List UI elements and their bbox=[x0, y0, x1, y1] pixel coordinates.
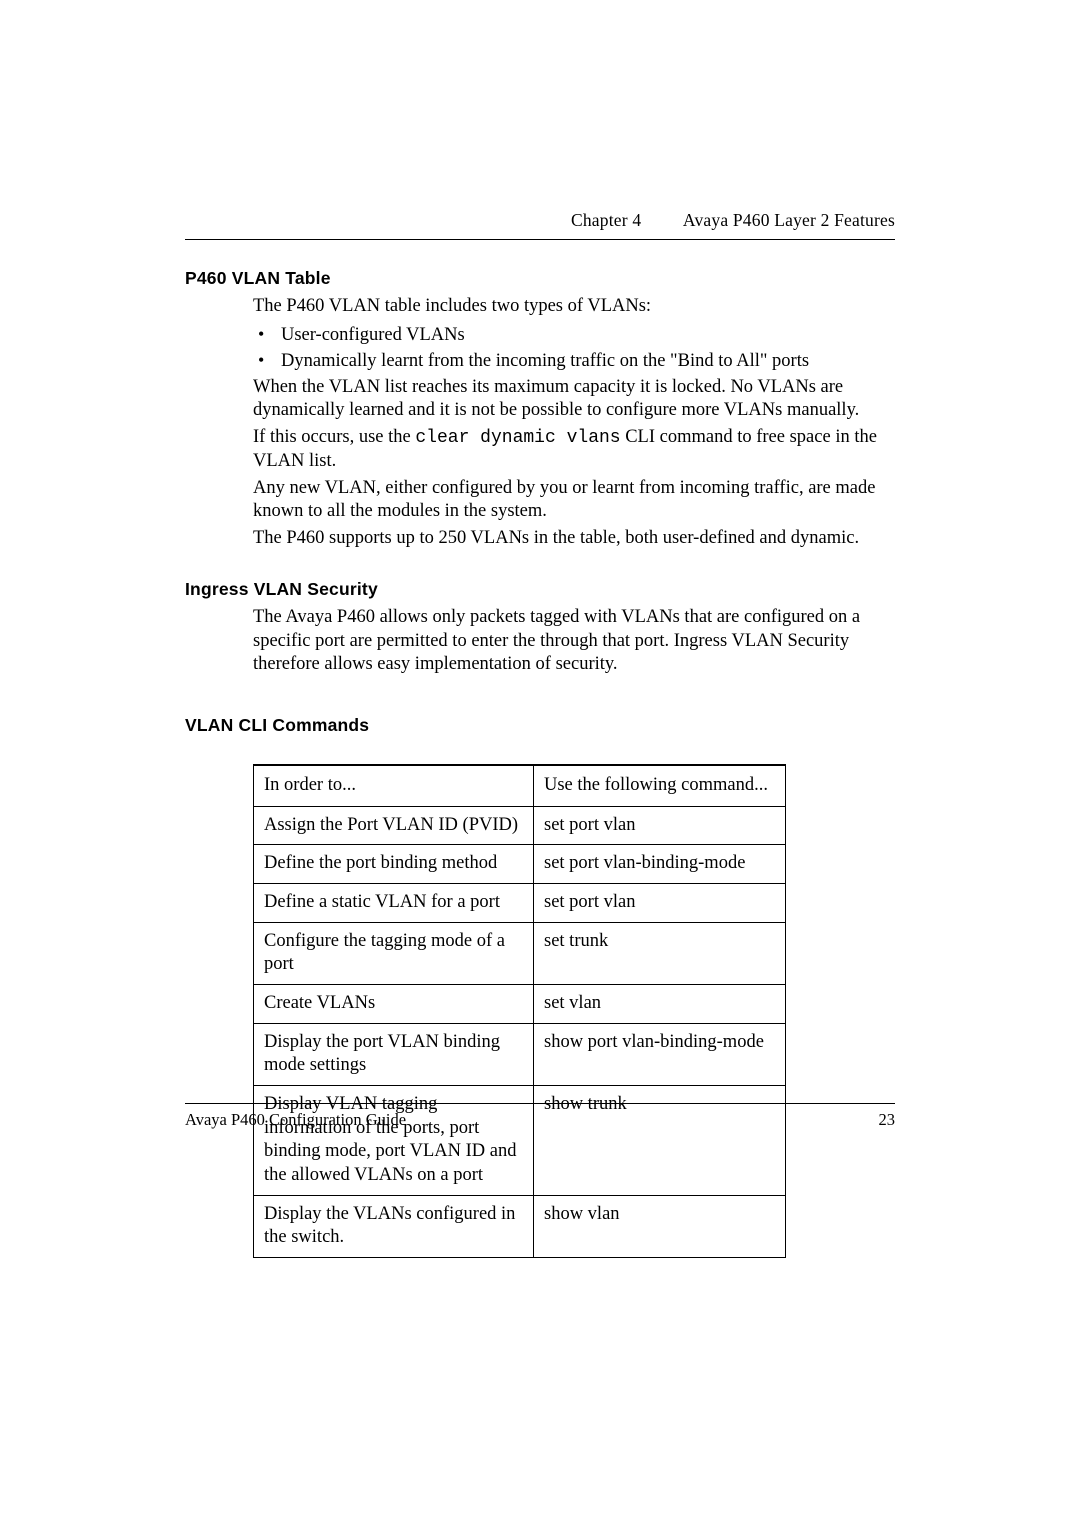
table-cell-command: set port vlan bbox=[534, 806, 786, 845]
table-cell-action: Assign the Port VLAN ID (PVID) bbox=[254, 806, 534, 845]
chapter-header: Chapter 4 Avaya P460 Layer 2 Features bbox=[185, 210, 895, 231]
table-cell-action: Define a static VLAN for a port bbox=[254, 883, 534, 922]
section-heading-vlan-table: P460 VLAN Table bbox=[185, 268, 895, 289]
table-header-row: In order to... Use the following command… bbox=[254, 765, 786, 806]
footer-rule bbox=[185, 1103, 895, 1104]
footer-doc-title: Avaya P460 Configuration Guide bbox=[185, 1110, 406, 1130]
section-heading-cli-commands: VLAN CLI Commands bbox=[185, 715, 895, 736]
vlan-cli-commands-table: In order to... Use the following command… bbox=[253, 764, 786, 1258]
table-cell-command: set trunk bbox=[534, 922, 786, 984]
table-cell-command: show trunk bbox=[534, 1085, 786, 1195]
page-footer: Avaya P460 Configuration Guide 23 bbox=[185, 1103, 895, 1130]
table-row: Display the VLANs configured in the swit… bbox=[254, 1195, 786, 1257]
table-cell-action: Display VLAN tagging information of the … bbox=[254, 1085, 534, 1195]
page-number: 23 bbox=[879, 1110, 896, 1130]
inline-command: clear dynamic vlans bbox=[415, 428, 620, 448]
vlan-table-p2: If this occurs, use the clear dynamic vl… bbox=[253, 426, 895, 474]
table-header-command: Use the following command... bbox=[534, 765, 786, 806]
table-cell-action: Configure the tagging mode of a port bbox=[254, 922, 534, 984]
table-row: Define a static VLAN for a port set port… bbox=[254, 883, 786, 922]
table-cell-command: set vlan bbox=[534, 984, 786, 1023]
chapter-number: Chapter 4 bbox=[571, 210, 641, 230]
table-row: Assign the Port VLAN ID (PVID) set port … bbox=[254, 806, 786, 845]
vlan-table-p1: When the VLAN list reaches its maximum c… bbox=[253, 376, 895, 423]
vlan-table-p3: Any new VLAN, either configured by you o… bbox=[253, 477, 895, 524]
table-cell-command: set port vlan bbox=[534, 883, 786, 922]
table-row: Define the port binding method set port … bbox=[254, 845, 786, 884]
section-heading-ingress-security: Ingress VLAN Security bbox=[185, 579, 895, 600]
vlan-table-p4: The P460 supports up to 250 VLANs in the… bbox=[253, 527, 895, 551]
table-row: Display VLAN tagging information of the … bbox=[254, 1085, 786, 1195]
chapter-title: Avaya P460 Layer 2 Features bbox=[683, 210, 895, 230]
table-cell-action: Display the VLANs configured in the swit… bbox=[254, 1195, 534, 1257]
table-cell-command: show vlan bbox=[534, 1195, 786, 1257]
vlan-types-list: User-configured VLANs Dynamically learnt… bbox=[253, 323, 895, 373]
table-cell-action: Display the port VLAN binding mode setti… bbox=[254, 1023, 534, 1085]
list-item: Dynamically learnt from the incoming tra… bbox=[253, 349, 895, 373]
ingress-security-p1: The Avaya P460 allows only packets tagge… bbox=[253, 606, 895, 677]
table-row: Display the port VLAN binding mode setti… bbox=[254, 1023, 786, 1085]
table-cell-action: Define the port binding method bbox=[254, 845, 534, 884]
table-row: Create VLANs set vlan bbox=[254, 984, 786, 1023]
vlan-table-intro: The P460 VLAN table includes two types o… bbox=[253, 295, 895, 319]
list-item: User-configured VLANs bbox=[253, 323, 895, 347]
text-span: If this occurs, use the bbox=[253, 427, 415, 447]
table-cell-command: show port vlan-binding-mode bbox=[534, 1023, 786, 1085]
table-header-action: In order to... bbox=[254, 765, 534, 806]
table-cell-command: set port vlan-binding-mode bbox=[534, 845, 786, 884]
table-row: Configure the tagging mode of a port set… bbox=[254, 922, 786, 984]
header-rule bbox=[185, 239, 895, 240]
table-cell-action: Create VLANs bbox=[254, 984, 534, 1023]
